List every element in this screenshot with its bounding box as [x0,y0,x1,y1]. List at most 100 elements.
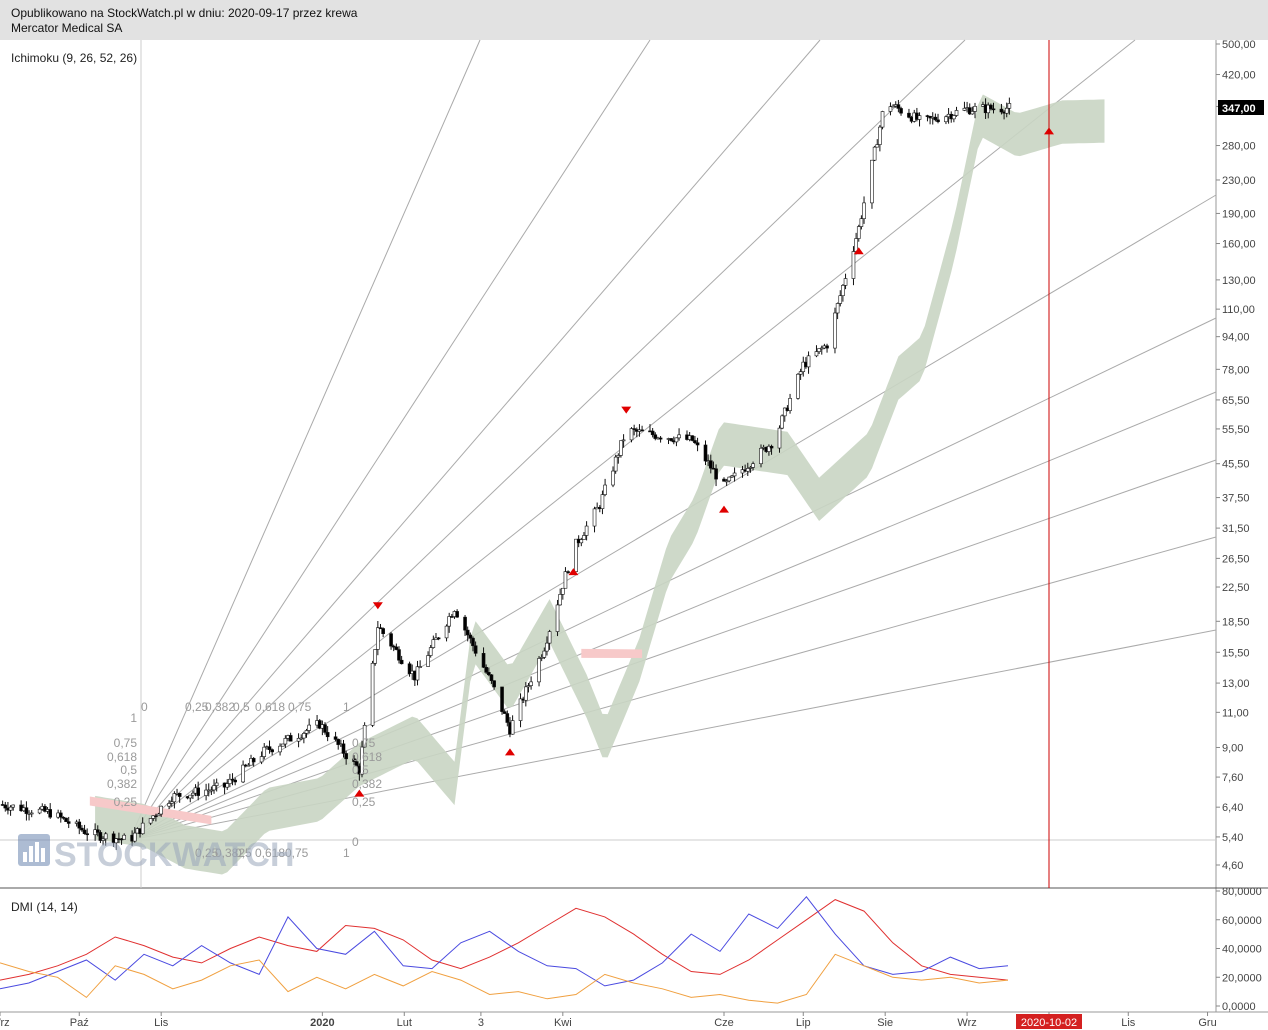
fib-top-label: 1 [343,700,350,714]
candle-up [880,111,885,128]
date-tick-label: Kwi [554,1017,572,1029]
candle-up [122,834,126,840]
price-tick-label: 37,50 [1222,493,1250,505]
fan-line [129,39,821,841]
fib-right-label: 0,75 [352,736,376,750]
candle-down [703,444,708,462]
candle-up [759,447,763,465]
candle-up [780,415,784,429]
buy-signal-marker [718,505,729,513]
candle-up [539,657,544,659]
candle-up [817,348,821,352]
candle-up [101,838,105,841]
dmi-tick-label: 0,0000 [1222,1001,1256,1013]
candle-up [415,666,420,681]
highlighted-date-label: 2020-10-02 [1021,1017,1077,1029]
price-tick-label: 6,40 [1222,802,1243,814]
dmi-tick-label: 40,0000 [1222,944,1262,956]
dmi-lines [0,896,1009,1004]
last-price-label: 347,00 [1222,103,1256,115]
candle-up [603,484,607,495]
candle-up [431,639,436,648]
candle-down [933,116,938,121]
candle-up [862,202,866,219]
candle-up [751,463,755,468]
fib-right-label: 0,5 [352,763,369,777]
candle-down [492,680,496,688]
candle-up [214,782,219,786]
header-bar: Opublikowano na StockWatch.pl w dniu: 20… [0,0,1268,40]
candle-down [566,571,570,573]
candle-down [270,749,274,753]
dmi-tick-label: 20,0000 [1222,972,1262,984]
sell-signal-marker [372,602,383,610]
candle-down [251,758,256,763]
candle-down [3,804,8,809]
candle-up [917,115,922,120]
candle-down [690,435,695,441]
price-tick-label: 5,40 [1222,832,1243,844]
price-tick-label: 230,00 [1222,175,1256,187]
watermark-text: STOCKWATCH [54,836,295,874]
candle-up [545,642,549,652]
candle-up [954,110,959,116]
fib-bottom-label: 0,75 [285,846,309,860]
candle-up [579,539,584,544]
candle-up [806,355,811,368]
candle-down [80,827,84,831]
fib-top-label: 0,25 [185,700,209,714]
candle-down [407,663,412,674]
candle-down [468,634,473,639]
dmi-tick-label: 60,0000 [1222,915,1262,927]
candle-down [95,829,100,833]
candle-down [455,611,459,618]
candle-down [505,713,510,723]
candle-up [241,764,245,783]
candle-down [632,428,636,430]
price-tick-label: 15,50 [1222,647,1250,659]
candle-up [1007,103,1012,109]
candle-up [798,371,803,375]
fan-line [129,391,1217,841]
candle-up [1004,107,1009,114]
candle-up [851,251,856,279]
candle-up [563,571,568,589]
candle-down [288,735,293,742]
fib-right-label: 0,25 [352,795,376,809]
candle-down [708,460,713,469]
date-tick-label: Lis [1121,1017,1136,1029]
date-tick-label: 3 [478,1017,484,1029]
candle-down [177,792,182,797]
candle-up [584,525,589,536]
candle-up [629,428,634,441]
candle-down [389,633,393,647]
candle-up [524,686,528,701]
fib-bottom-label: 0,5 [235,846,252,860]
candle-up [262,746,267,757]
candle-up [788,398,792,411]
candle-down [489,674,494,682]
candle-down [487,672,491,676]
candle-down [61,816,66,819]
candle-down [640,429,644,432]
candle-down [344,753,348,760]
candle-up [561,587,565,595]
ichimoku-cloud [89,94,1105,875]
candle-down [967,107,972,115]
candle-up [140,822,145,835]
candle-down [43,806,47,812]
fib-left-label: 0,382 [107,777,137,791]
cloud-bullish [95,94,1105,875]
candle-up [103,833,108,840]
candle-down [48,809,53,818]
price-tick-label: 94,00 [1222,332,1250,344]
candle-down [336,739,341,745]
candle-down [991,108,996,111]
candle-down [907,112,911,118]
candle-down [650,430,655,436]
fib-left-label: 1 [130,711,137,725]
candle-down [352,758,356,762]
dmi-line [0,953,1009,1004]
candle-down [154,815,158,818]
